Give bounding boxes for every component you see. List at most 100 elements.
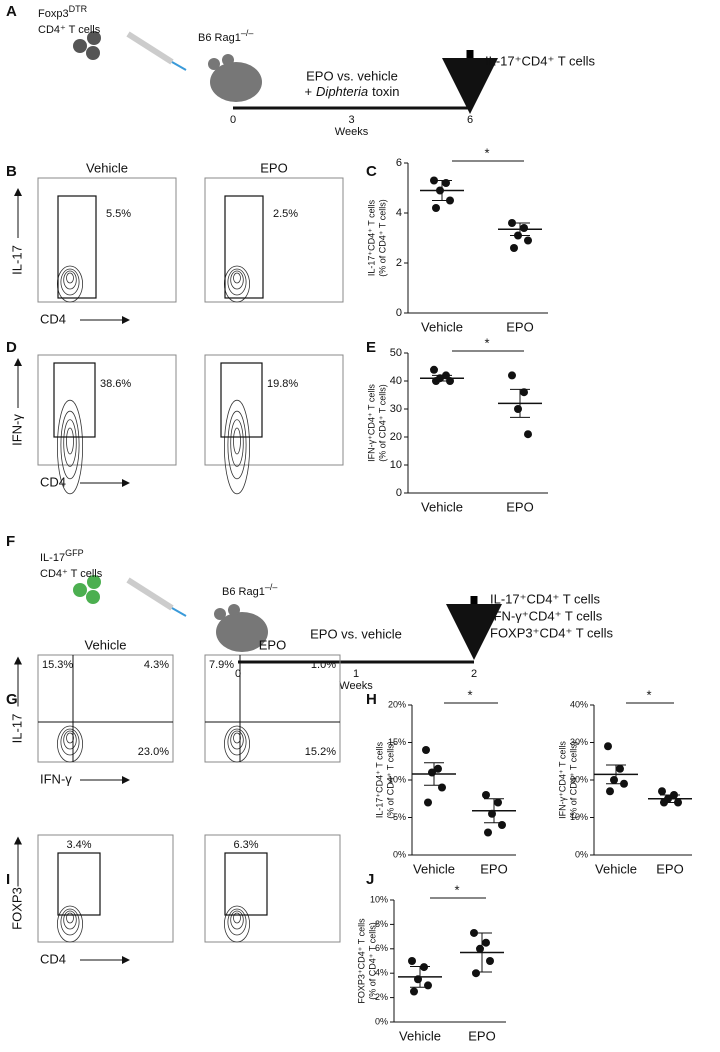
y-axis-label: IL-17⁺CD4⁺ T cells xyxy=(374,741,384,818)
host-sup: –/– xyxy=(241,28,254,38)
flow-plot-frame xyxy=(37,654,174,763)
data-point xyxy=(424,798,432,807)
significance-star: * xyxy=(484,145,489,160)
significance-star: * xyxy=(484,335,489,350)
mouse-icon xyxy=(208,54,262,102)
significance-star: * xyxy=(646,687,651,702)
y-tick-label: 40% xyxy=(570,699,588,709)
flow-plot-title: Vehicle xyxy=(86,160,128,175)
y-axis-label: IL-17⁺CD4⁺ T cells xyxy=(366,199,376,276)
y-axis-label: (% of CD4⁺ T cells) xyxy=(367,922,377,999)
contour xyxy=(227,908,247,936)
panel-label: E xyxy=(366,339,376,356)
readout: IFN-γ⁺CD4⁺ T cells xyxy=(490,608,603,623)
data-point xyxy=(498,821,506,829)
y-tick-label: 2% xyxy=(375,992,388,1002)
x-tick-label: EPO xyxy=(506,499,533,514)
timeline-tick: 0 xyxy=(230,114,236,126)
flow-plot-frame xyxy=(204,834,341,943)
data-point xyxy=(524,430,532,439)
flow-plot-frame xyxy=(204,177,344,303)
flow-plot-title: EPO xyxy=(259,637,286,652)
panel-label: J xyxy=(366,871,374,888)
x-tick-label: Vehicle xyxy=(595,861,637,876)
contour xyxy=(60,410,80,480)
host-base: B6 Rag1 xyxy=(222,586,265,598)
data-point xyxy=(432,204,440,212)
contour xyxy=(63,730,77,750)
contour xyxy=(60,268,80,296)
cell-label-sup: GFP xyxy=(65,548,84,558)
gate xyxy=(224,195,264,299)
contour xyxy=(66,427,74,455)
timeline-tick: 3 xyxy=(348,114,354,126)
data-point xyxy=(508,371,516,380)
readout: FOXP3⁺CD4⁺ T cells xyxy=(490,625,614,640)
contour xyxy=(233,732,241,744)
data-point xyxy=(606,787,614,796)
panel-label: G xyxy=(6,691,18,708)
timeline-tick: 6 xyxy=(467,114,473,126)
treatment-part: toxin xyxy=(372,84,399,99)
gate-percent: 2.5% xyxy=(273,208,298,220)
timeline-tick: 0 xyxy=(235,668,241,680)
y-tick-label: 50 xyxy=(390,347,402,359)
cell-label-base: IL-17 xyxy=(40,552,65,564)
data-point xyxy=(524,236,532,245)
data-point xyxy=(430,365,438,374)
y-axis-label: FOXP3⁺CD4⁺ T cells xyxy=(356,918,366,1004)
gate xyxy=(224,852,268,916)
significance-star: * xyxy=(454,882,459,897)
data-point xyxy=(616,764,624,773)
contour xyxy=(57,399,84,495)
gate xyxy=(220,362,263,438)
cells-icon xyxy=(73,31,101,60)
host-base: B6 Rag1 xyxy=(198,32,241,44)
y-tick-label: 10% xyxy=(570,812,588,822)
contour xyxy=(230,270,244,290)
x-tick-label: Vehicle xyxy=(399,1028,441,1043)
y-tick-label: 30% xyxy=(570,737,588,747)
x-tick-label: EPO xyxy=(480,861,507,876)
treatment: + Diphteria toxin xyxy=(304,84,399,99)
contour xyxy=(63,419,77,467)
quadrant-percent: 4.3% xyxy=(144,659,169,671)
host-label: B6 Rag1–/– xyxy=(198,28,253,44)
flow-plot-frame xyxy=(37,354,177,466)
gate xyxy=(57,852,101,916)
cell-label: IL-17GFP xyxy=(40,548,84,564)
data-point xyxy=(422,746,430,754)
contour xyxy=(233,912,241,924)
x-axis-label: IFN-γ xyxy=(40,771,72,786)
data-point xyxy=(428,768,436,777)
data-point xyxy=(514,405,522,413)
data-point xyxy=(482,938,490,947)
contour xyxy=(66,912,74,924)
y-axis-label: (% of CD4⁺ T cells) xyxy=(377,384,387,461)
quadrant-percent: 7.9% xyxy=(209,659,234,671)
cell-label: CD4⁺ T cells xyxy=(40,568,103,580)
contour xyxy=(57,905,84,943)
x-tick-label: Vehicle xyxy=(421,319,463,334)
flow-plot-frame xyxy=(204,654,341,763)
panel-label: H xyxy=(366,691,377,708)
y-tick-label: 2 xyxy=(396,257,402,269)
y-axis-label: IFN-γ xyxy=(9,414,24,446)
panel-label: C xyxy=(366,163,377,180)
y-tick-label: 20% xyxy=(388,699,406,709)
gate xyxy=(57,195,97,299)
flow-plot-title: Vehicle xyxy=(85,637,127,652)
panel-label: D xyxy=(6,339,17,356)
syringe-icon xyxy=(126,31,187,71)
contour xyxy=(227,268,247,296)
y-tick-label: 0% xyxy=(393,849,406,859)
data-point xyxy=(510,244,518,252)
gate-percent: 38.6% xyxy=(100,378,131,390)
y-tick-label: 20 xyxy=(390,431,402,443)
y-tick-label: 8% xyxy=(375,919,388,929)
y-axis-label: (% of CD4⁺ T cells) xyxy=(385,741,395,818)
contour xyxy=(230,419,244,467)
y-tick-label: 10% xyxy=(388,774,406,784)
time-label: Weeks xyxy=(339,680,373,692)
